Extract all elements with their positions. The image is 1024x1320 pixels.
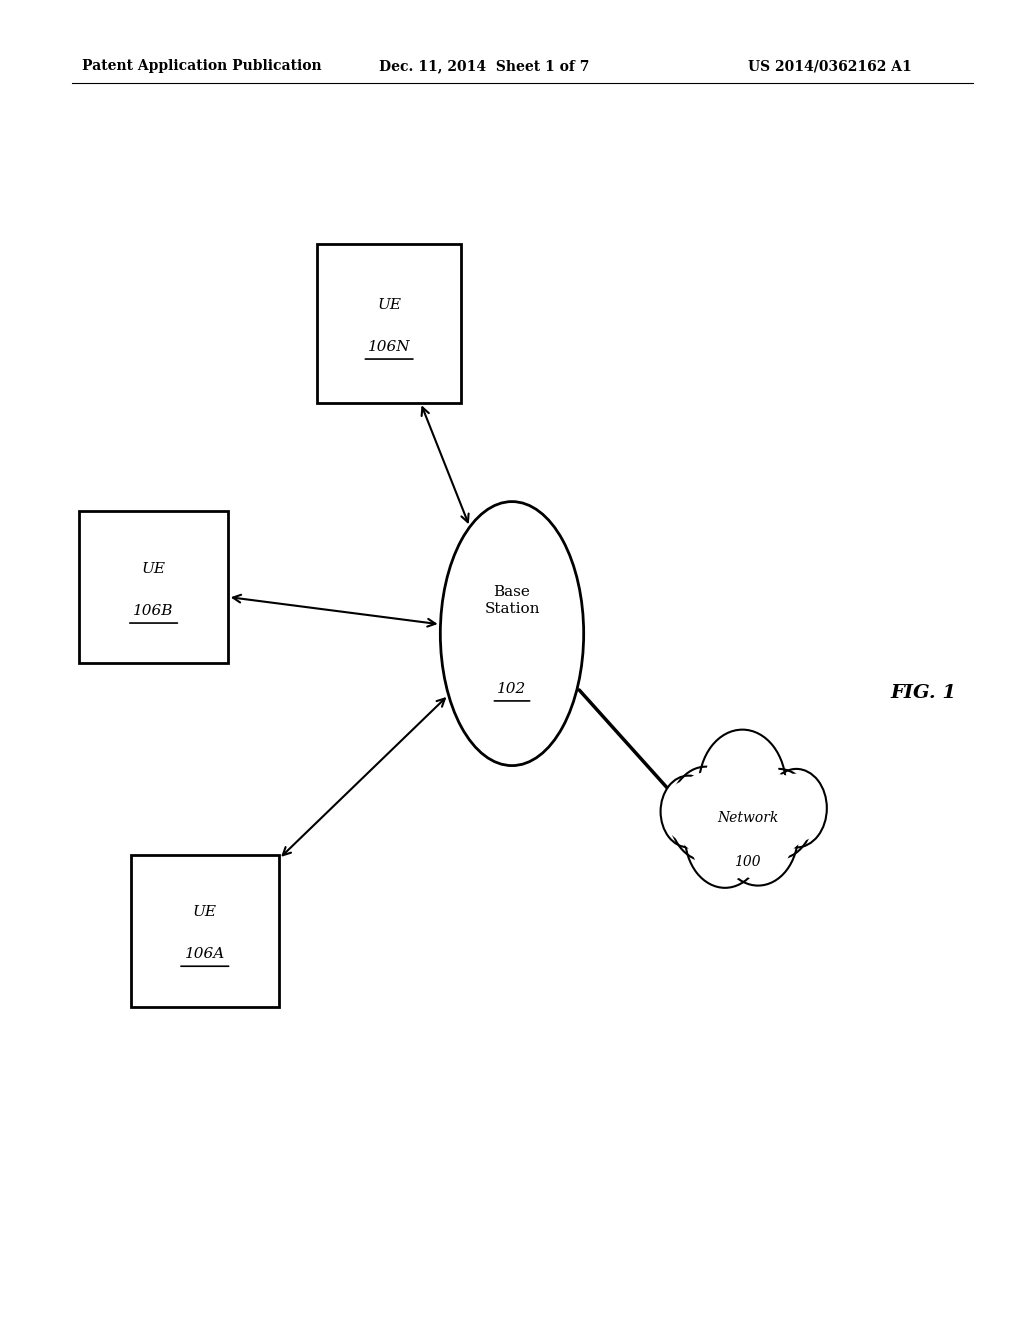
Text: 106N: 106N <box>368 341 411 354</box>
Circle shape <box>749 775 810 853</box>
Circle shape <box>705 737 780 836</box>
Circle shape <box>674 772 738 855</box>
Circle shape <box>718 783 798 886</box>
Text: UE: UE <box>377 298 401 312</box>
Text: Patent Application Publication: Patent Application Publication <box>82 59 322 74</box>
Text: FIG. 1: FIG. 1 <box>891 684 956 702</box>
Circle shape <box>770 774 823 842</box>
Circle shape <box>664 780 713 843</box>
Text: UE: UE <box>193 906 217 919</box>
Circle shape <box>698 730 786 842</box>
Text: Dec. 11, 2014  Sheet 1 of 7: Dec. 11, 2014 Sheet 1 of 7 <box>379 59 589 74</box>
Text: 106A: 106A <box>184 948 225 961</box>
Text: Network: Network <box>717 812 778 825</box>
Circle shape <box>766 768 826 847</box>
Circle shape <box>660 776 717 847</box>
Text: UE: UE <box>141 562 166 576</box>
Circle shape <box>685 784 765 888</box>
Text: 102: 102 <box>498 682 526 696</box>
Circle shape <box>723 788 794 879</box>
Text: Base
Station: Base Station <box>484 585 540 616</box>
Text: 106B: 106B <box>133 605 174 618</box>
Circle shape <box>690 791 760 882</box>
Text: 100: 100 <box>734 855 761 869</box>
Text: US 2014/0362162 A1: US 2014/0362162 A1 <box>748 59 911 74</box>
Circle shape <box>744 768 814 858</box>
Circle shape <box>670 767 742 861</box>
